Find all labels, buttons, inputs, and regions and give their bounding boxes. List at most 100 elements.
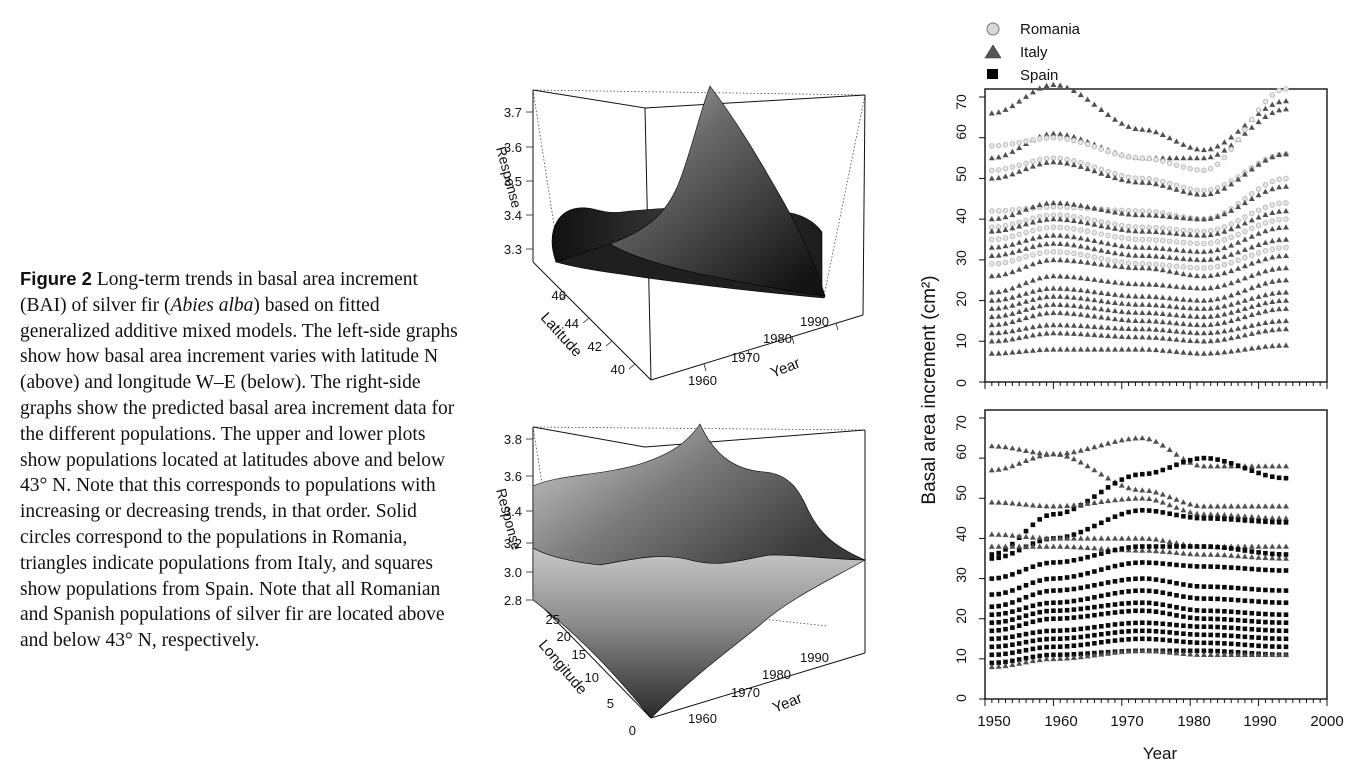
data-point [1194,515,1200,521]
data-point [1085,526,1090,532]
data-point [1187,648,1193,654]
data-point [1174,613,1179,618]
data-point [1255,301,1262,307]
data-point [1057,232,1064,238]
data-point [1029,347,1036,353]
y-tick-label: 10 [953,648,969,664]
data-point [1146,127,1153,133]
y-tick-label: 20 [953,291,969,307]
data-point [1269,298,1276,304]
data-point [1077,535,1084,541]
data-point [1255,107,1262,113]
data-point [1173,247,1180,253]
data-point [1010,572,1015,577]
data-point [1119,562,1125,567]
data-point [1262,113,1269,119]
data-point [1098,442,1105,448]
data-point [1016,633,1022,638]
data-point [1187,155,1194,161]
data-point [1262,239,1269,245]
data-point [1159,335,1166,341]
data-point [1139,495,1146,501]
data-point [1180,141,1187,147]
data-point [1235,203,1242,210]
data-point [1091,444,1098,450]
data-point [1276,265,1283,271]
data-point [1207,272,1214,278]
series-italy [988,647,1289,670]
data-point [1173,255,1180,261]
data-point [1112,316,1118,322]
data-point [1071,574,1077,579]
data-point [1207,248,1214,254]
data-point [1009,233,1016,240]
data-point [1064,599,1070,605]
data-point [1262,543,1269,549]
data-point [1194,648,1200,654]
data-point [1064,322,1071,328]
data-point [1269,154,1276,160]
data-point [1194,330,1200,336]
data-point [1003,635,1008,641]
data-point [1159,282,1166,288]
data-point [1241,651,1248,657]
data-point [1187,640,1193,645]
data-point [1262,157,1269,163]
data-point [1214,551,1221,557]
data-point [1016,623,1022,628]
data-point [1084,463,1091,469]
data-point [1221,336,1228,342]
data-point [1283,216,1289,222]
data-point [1221,651,1228,657]
data-point [1242,228,1248,235]
data-point [995,174,1002,181]
data-point [1276,628,1282,633]
data-point [1002,287,1009,293]
data-point [1003,574,1008,579]
data-point [1009,532,1016,538]
data-point [1215,564,1220,570]
data-point [1098,498,1105,504]
data-point [1064,302,1071,308]
data-point [1263,635,1268,641]
data-point [1167,591,1172,597]
data-point [1201,624,1207,629]
data-point [1057,576,1063,581]
series-italy [988,183,1289,222]
data-point [1235,503,1242,509]
data-point [1023,501,1029,507]
data-point [1153,212,1159,218]
data-point [996,575,1001,581]
data-point [1159,491,1166,497]
data-point [996,652,1001,657]
data-point [1262,228,1269,234]
data-point [995,227,1002,234]
data-point [1269,306,1276,313]
data-point [1173,239,1180,245]
data-point [1146,252,1153,259]
data-point [1181,631,1186,636]
series-italy [988,305,1289,328]
data-point [1180,304,1187,310]
data-point [1249,549,1255,554]
data-point [1194,544,1200,549]
year-axis-label: Year [768,355,802,382]
y-tick-label: 30 [953,250,969,266]
data-point [1262,300,1269,306]
data-point [1098,255,1105,262]
data-point [1016,168,1023,174]
data-point [1221,303,1228,309]
data-point [1221,512,1228,518]
data-point [1241,263,1248,269]
data-point [1166,319,1173,325]
data-point [1023,160,1029,166]
data-point [1043,330,1050,336]
data-point [1235,609,1241,615]
data-point [1091,331,1098,338]
data-point [1270,644,1275,649]
data-point [1064,294,1071,300]
data-point [988,244,995,250]
data-point [1133,608,1138,614]
data-point [1166,295,1173,301]
series-italy [988,151,1289,197]
